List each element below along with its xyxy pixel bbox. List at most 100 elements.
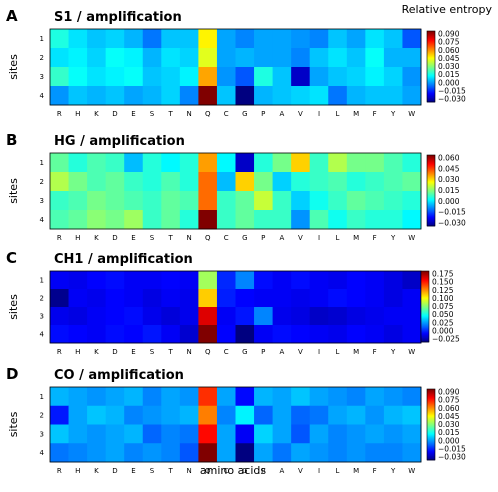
- x-tick-label: K: [94, 234, 99, 242]
- colorbar-segment: [427, 224, 435, 227]
- x-tick-label: G: [242, 110, 247, 118]
- heatmap-cell: [142, 210, 162, 230]
- colorbar-segment: [427, 443, 435, 445]
- heatmap-cell: [291, 443, 311, 463]
- heatmap-cell: [124, 443, 144, 463]
- colorbar-segment: [421, 304, 429, 306]
- heatmap-cell: [87, 191, 107, 211]
- colorbar-segment: [427, 218, 435, 220]
- colorbar-segment: [427, 180, 435, 183]
- colorbar-segment: [427, 406, 435, 409]
- colorbar-segment: [427, 222, 435, 225]
- heatmap-cell: [68, 172, 88, 192]
- heatmap-cell: [87, 307, 107, 326]
- heatmap-cell: [309, 289, 329, 308]
- heatmap-cell: [87, 289, 107, 308]
- heatmap-cell: [383, 325, 403, 344]
- heatmap-cell: [87, 271, 107, 290]
- heatmap-frame: [49, 386, 422, 463]
- colorbar-segment: [427, 202, 435, 205]
- x-tick-label: N: [186, 234, 191, 242]
- colorbar-tick-label: 0.100: [432, 294, 454, 303]
- colorbar-segment: [427, 413, 435, 415]
- colorbar-segment: [427, 391, 435, 393]
- colorbar-segment: [421, 272, 429, 274]
- heatmap-cell: [68, 86, 88, 106]
- heatmap-cell: [235, 405, 255, 425]
- heatmap-cell: [124, 307, 144, 326]
- heatmap-cell: [402, 67, 422, 87]
- heatmap-cell: [254, 86, 273, 106]
- heatmap-cell: [68, 424, 88, 444]
- colorbar-segment: [421, 300, 429, 303]
- heatmap-cell: [272, 325, 292, 344]
- heatmap-cell: [105, 307, 125, 326]
- colorbar-segment: [427, 34, 435, 36]
- colorbar-segment: [427, 400, 435, 402]
- heatmap-cell: [142, 387, 162, 407]
- heatmap-cell: [161, 172, 181, 192]
- colorbar-segment: [421, 339, 429, 342]
- heatmap-cell: [272, 191, 292, 211]
- heatmap-cell: [254, 325, 273, 344]
- heatmap-cell: [179, 405, 199, 425]
- y-tick-label: 2: [40, 295, 44, 303]
- colorbar-segment: [421, 287, 429, 290]
- colorbar-segment: [427, 56, 435, 59]
- colorbar-segment: [427, 428, 435, 431]
- colorbar-segment: [427, 31, 435, 33]
- heatmap-cell: [124, 48, 144, 68]
- heatmap-cell: [68, 153, 88, 173]
- colorbar-segment: [427, 53, 435, 55]
- heatmap-cell: [142, 86, 162, 106]
- heatmap-cell: [124, 153, 144, 173]
- y-tick-label: 3: [40, 197, 44, 205]
- heatmap-cell: [383, 48, 403, 68]
- x-axis-label: amino acids: [200, 464, 267, 477]
- colorbar-segment: [421, 303, 429, 305]
- heatmap-cell: [50, 271, 69, 290]
- y-axis-label: sites: [7, 294, 20, 320]
- y-tick-label: 3: [40, 430, 44, 438]
- y-tick-label: 1: [40, 393, 44, 401]
- colorbar-segment: [427, 445, 435, 448]
- heatmap-cell: [105, 443, 125, 463]
- heatmap-cell: [309, 271, 329, 290]
- y-axis-label: sites: [7, 54, 20, 80]
- heatmap-cell: [309, 405, 329, 425]
- colorbar-segment: [427, 219, 435, 221]
- heatmap-cell: [105, 387, 125, 407]
- colorbar-segment: [427, 84, 435, 86]
- x-tick-label: C: [224, 234, 229, 242]
- x-tick-label: A: [280, 234, 285, 242]
- colorbar-segment: [427, 97, 435, 100]
- colorbar-segment: [427, 411, 435, 413]
- heatmap-cell: [216, 153, 236, 173]
- x-tick-label: M: [353, 234, 359, 242]
- colorbar-segment: [421, 277, 429, 280]
- colorbar-segment: [427, 155, 435, 157]
- colorbar-segment: [421, 296, 429, 299]
- x-tick-label: I: [318, 348, 320, 356]
- colorbar-segment: [427, 457, 435, 460]
- colorbar-segment: [427, 221, 435, 224]
- heatmap-cell: [50, 86, 69, 106]
- heatmap-cell: [142, 67, 162, 87]
- colorbar-segment: [427, 48, 435, 51]
- heatmap-cell: [402, 325, 422, 344]
- colorbar-tick-label: 0.060: [438, 404, 460, 413]
- heatmap-cell: [198, 325, 218, 344]
- y-tick-label: 2: [40, 178, 44, 186]
- colorbar-segment: [427, 444, 435, 446]
- x-tick-label: L: [336, 110, 340, 118]
- colorbar-segment: [427, 192, 435, 195]
- heatmap-cell: [87, 172, 107, 192]
- heatmap-cell: [235, 289, 255, 308]
- x-tick-label: A: [280, 110, 285, 118]
- heatmap-cell: [87, 86, 107, 106]
- colorbar-segment: [421, 284, 429, 286]
- colorbar-tick-label: −0.015: [438, 444, 466, 453]
- colorbar-segment: [427, 64, 435, 66]
- heatmap-cell: [161, 48, 181, 68]
- heatmap-cell: [309, 48, 329, 68]
